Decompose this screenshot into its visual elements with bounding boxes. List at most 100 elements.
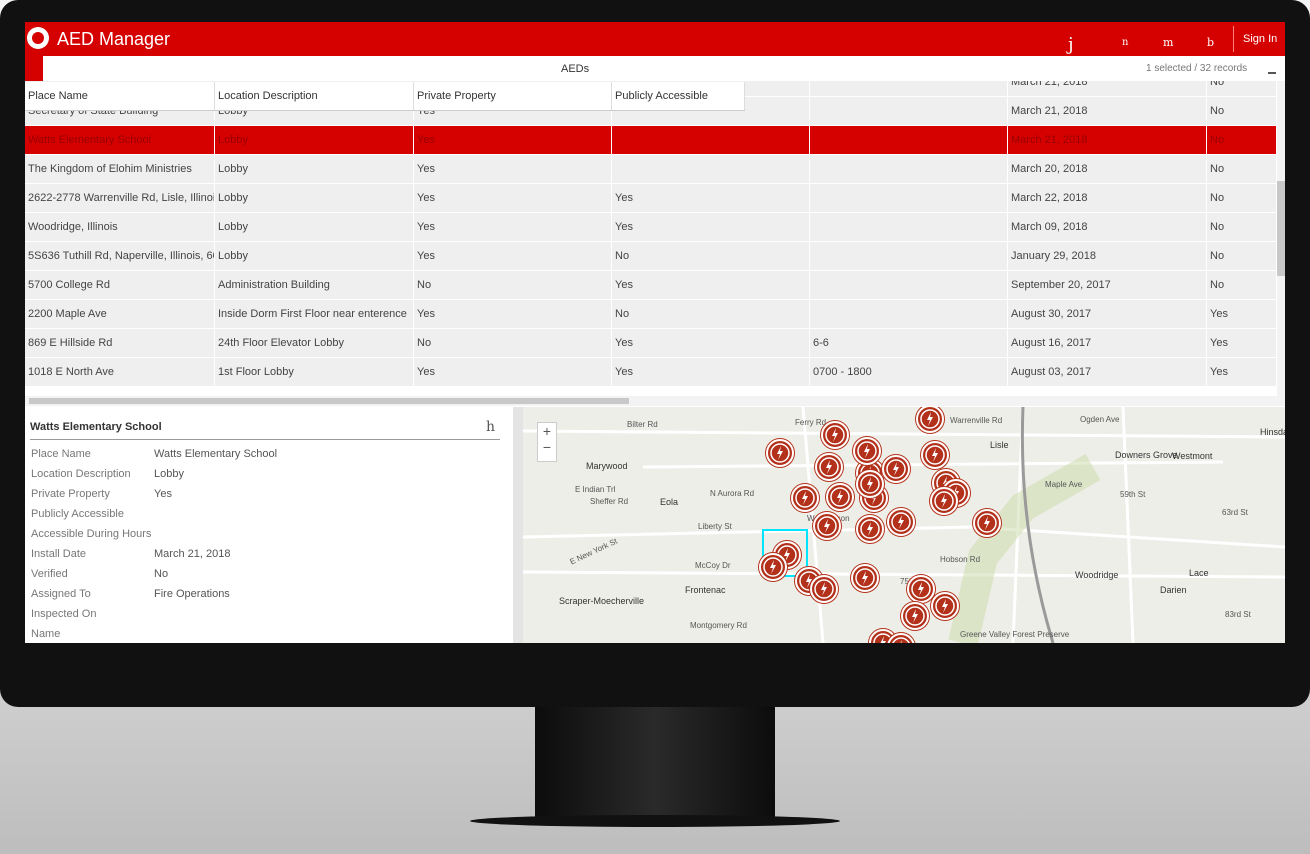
aed-marker[interactable] [931, 592, 959, 620]
aed-marker[interactable] [907, 575, 935, 603]
aed-marker[interactable] [930, 487, 958, 515]
table-cell: 2200 Maple Ave [25, 300, 215, 328]
column-header[interactable]: Place Name [25, 82, 215, 110]
zoom-out[interactable]: − [542, 439, 552, 455]
v-scrollbar[interactable] [1277, 81, 1285, 396]
table-cell [810, 300, 1008, 328]
table-cell [612, 81, 810, 96]
aed-marker[interactable] [856, 470, 884, 498]
aed-marker[interactable] [973, 509, 1001, 537]
aed-marker[interactable] [856, 515, 884, 543]
table-cell: Yes [414, 213, 612, 241]
table-row[interactable]: Woodridge, Illinois Lobby Yes Yes March 09, … [25, 213, 1277, 242]
table-cell: No [1207, 126, 1277, 154]
table-row[interactable]: 2200 Maple Ave Inside Dorm First Floor ne… [25, 300, 1277, 329]
table-cell [810, 155, 1008, 183]
table-row[interactable]: 5700 College Rd Administration Building No… [25, 271, 1277, 300]
table-cell: No [1207, 97, 1277, 125]
table-cell [810, 213, 1008, 241]
table-cell [612, 97, 810, 125]
table-cell: Yes [612, 213, 810, 241]
icon-glyph[interactable]: b [1207, 36, 1215, 49]
monitor-neck [535, 707, 775, 817]
table-cell: 24th Floor Elevator Lobby [215, 329, 414, 357]
field-value: Yes [154, 488, 172, 500]
table-row[interactable]: 869 E Hillside Rd 24th Floor Elevator Lob… [25, 329, 1277, 358]
map-label: Liberty St [698, 522, 732, 531]
table-cell: No [1207, 242, 1277, 270]
aed-marker[interactable] [887, 508, 915, 536]
table-row[interactable]: 2622-2778 Warrenville Rd, Lisle, Illinoi… [25, 184, 1277, 213]
aed-marker[interactable] [815, 453, 843, 481]
table-cell: The Kingdom of Elohim Ministries [25, 155, 215, 183]
selection-box [762, 529, 808, 577]
table-cell: Yes [1207, 300, 1277, 328]
field-label: Name [31, 628, 61, 640]
aed-marker[interactable] [791, 484, 819, 512]
aed-marker[interactable] [882, 455, 910, 483]
table-cell: No [612, 300, 810, 328]
field-label: Private Property [31, 488, 110, 500]
detail-icon[interactable]: h [486, 419, 496, 435]
icon-glyph[interactable]: n [1122, 37, 1129, 48]
field-label: Inspected On [31, 608, 97, 620]
aed-marker[interactable] [851, 564, 879, 592]
table-cell: Yes [1207, 358, 1277, 386]
table-cell [612, 126, 810, 154]
field-label: Location Description [31, 468, 131, 480]
table-cell: No [414, 271, 612, 299]
map-label: Lace [1189, 568, 1209, 578]
aed-marker[interactable] [901, 602, 929, 630]
download-icon[interactable] [1268, 64, 1276, 74]
column-header[interactable]: Location Description [215, 82, 414, 110]
aed-marker[interactable] [887, 633, 915, 643]
table-cell [810, 271, 1008, 299]
table-cell: March 21, 2018 [1008, 97, 1207, 125]
aed-marker[interactable] [759, 553, 787, 581]
map-label: Montgomery Rd [690, 621, 747, 630]
table-cell: Yes [612, 271, 810, 299]
aed-marker[interactable] [810, 575, 838, 603]
map-label: Bilter Rd [627, 420, 658, 429]
zoom-in[interactable]: + [542, 423, 552, 439]
aed-marker[interactable] [766, 439, 794, 467]
table-cell: Yes [612, 329, 810, 357]
table-cell: Yes [414, 184, 612, 212]
field-label: Assigned To [31, 588, 91, 600]
table-cell: Yes [1207, 329, 1277, 357]
table-cell: 1st Floor Lobby [215, 358, 414, 386]
column-header[interactable]: Publicly Accessible [612, 82, 745, 110]
toggle-button[interactable] [25, 56, 43, 81]
icon-glyph[interactable]: m [1163, 36, 1174, 49]
map-label: 63rd St [1222, 508, 1248, 517]
table-row[interactable]: The Kingdom of Elohim Ministries Lobby Yes… [25, 155, 1277, 184]
icon-glyph[interactable]: j [1068, 34, 1074, 55]
aed-marker[interactable] [921, 441, 949, 469]
aed-marker[interactable] [813, 512, 841, 540]
table-cell: March 09, 2018 [1008, 213, 1207, 241]
splitter[interactable] [513, 407, 523, 643]
table-cell: March 21, 2018 [1008, 126, 1207, 154]
field-label: Verified [31, 568, 68, 580]
map-label: E Indian Trl [575, 485, 616, 494]
monitor-base [470, 815, 840, 827]
table-row[interactable]: 5S636 Tuthill Rd, Naperville, Illinois, … [25, 242, 1277, 271]
map-label: Lisle [990, 440, 1009, 450]
aed-marker[interactable] [916, 407, 944, 433]
table-row[interactable]: 1018 E North Ave 1st Floor Lobby Yes Yes 070… [25, 358, 1277, 387]
aed-marker[interactable] [826, 483, 854, 511]
table-cell: Yes [414, 358, 612, 386]
sign-in[interactable]: Sign In [1243, 33, 1278, 45]
table-title: AEDs [561, 63, 590, 75]
table-cell: January 29, 2018 [1008, 242, 1207, 270]
table-row[interactable]: Watts Elementary School Lobby Yes March 21,… [25, 126, 1277, 155]
map-label: Maple Ave [1045, 480, 1083, 489]
table-cell [612, 155, 810, 183]
column-header[interactable]: Private Property [414, 82, 612, 110]
h-scrollbar[interactable] [25, 396, 1285, 406]
table-cell: No [1207, 213, 1277, 241]
aed-marker[interactable] [821, 421, 849, 449]
aed-marker[interactable] [853, 437, 881, 465]
table-cell [810, 126, 1008, 154]
